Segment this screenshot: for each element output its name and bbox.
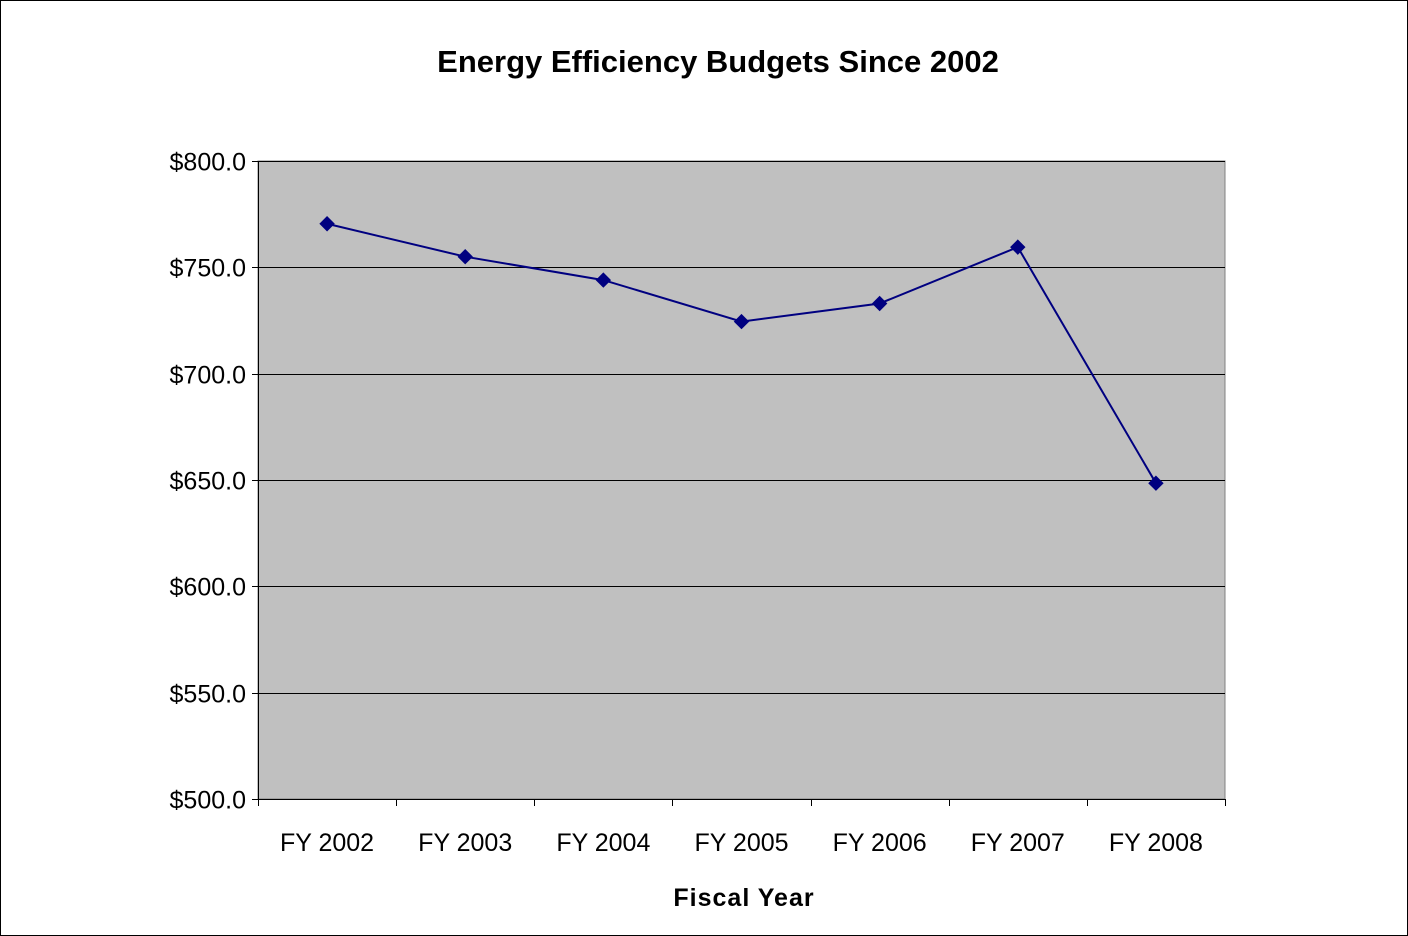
- x-axis-tick-labels: FY 2002 FY 2003 FY 2004 FY 2005 FY 2006 FY 20…: [280, 829, 1203, 857]
- x-tick-label: FY 2003: [418, 829, 512, 857]
- y-axis-tick-labels: $500.0 $550.0 $600.0 $650.0 $700.0 $750.0 $800…: [170, 149, 246, 815]
- data-point-marker: [871, 295, 888, 312]
- y-tick-label: $500.0: [170, 787, 246, 815]
- gridlines: [258, 161, 1225, 694]
- y-tick-label: $550.0: [170, 681, 246, 709]
- data-point-marker: [733, 313, 750, 330]
- data-point-marker: [457, 248, 473, 265]
- y-tick-label: $750.0: [170, 255, 246, 283]
- axes: [252, 161, 1226, 806]
- x-tick-label: FY 2008: [1109, 829, 1203, 857]
- y-tick-label: $800.0: [170, 149, 246, 177]
- x-tick-label: FY 2007: [971, 829, 1065, 857]
- x-tick-label: FY 2004: [556, 829, 650, 857]
- chart-title: Energy Efficiency Budgets Since 2002: [437, 44, 999, 79]
- data-point-marker: [1010, 239, 1026, 255]
- data-point-marker: [319, 216, 335, 232]
- x-tick-label: FY 2002: [280, 829, 374, 857]
- y-tick-label: $700.0: [170, 362, 246, 390]
- data-point-marker: [595, 272, 612, 288]
- series-layer: [319, 216, 1164, 491]
- x-tick-label: FY 2006: [833, 829, 927, 857]
- x-tick-label: FY 2005: [694, 829, 788, 857]
- y-tick-label: $650.0: [170, 468, 246, 496]
- y-tick-label: $600.0: [170, 574, 246, 602]
- x-axis-title: Fiscal Year: [673, 884, 814, 912]
- data-point-marker: [1148, 475, 1164, 491]
